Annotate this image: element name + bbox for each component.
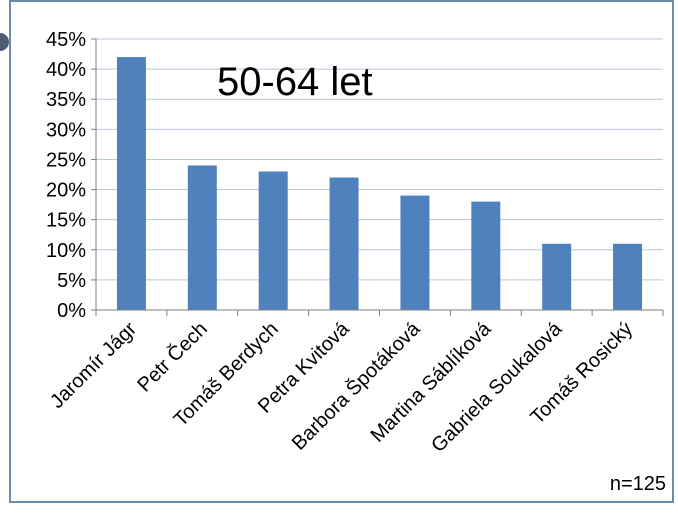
- chart-title: 50-64 let: [217, 60, 373, 104]
- corner-marker: [0, 33, 9, 51]
- bar: [613, 243, 643, 310]
- y-tick-label: 10%: [46, 240, 86, 262]
- bar: [258, 171, 288, 310]
- sample-size-label: n=125: [609, 473, 666, 495]
- bar: [329, 177, 359, 310]
- bar: [542, 243, 572, 310]
- y-tick-label: 5%: [57, 270, 86, 292]
- bar: [116, 57, 146, 310]
- y-tick-label: 35%: [46, 89, 86, 111]
- bar: [187, 165, 217, 310]
- y-tick-label: 45%: [46, 29, 86, 51]
- y-tick-label: 40%: [46, 59, 86, 81]
- y-tick-label: 15%: [46, 210, 86, 232]
- y-tick-label: 25%: [46, 149, 86, 171]
- y-tick-label: 20%: [46, 180, 86, 202]
- y-tick-label: 30%: [46, 119, 86, 141]
- y-tick-label: 0%: [57, 300, 86, 322]
- bar: [471, 201, 501, 310]
- bar: [400, 195, 430, 310]
